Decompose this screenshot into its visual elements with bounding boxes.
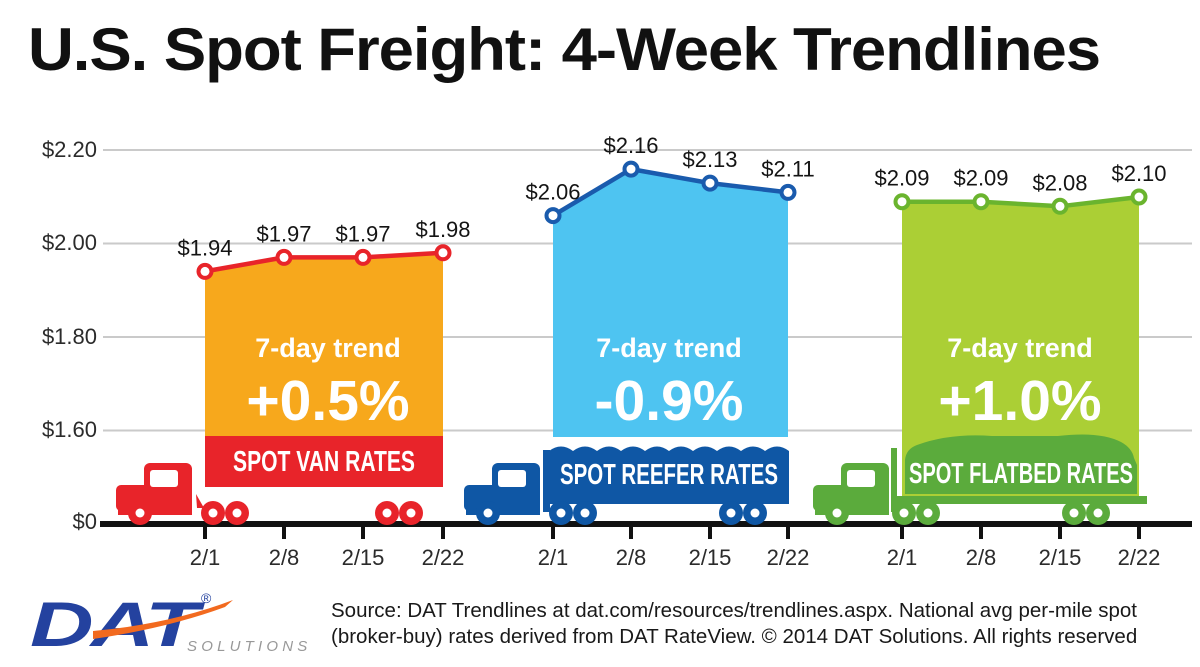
value-label: $2.10 [1111,161,1166,186]
reefer-trendline [551,166,789,218]
data-point-marker [275,248,293,266]
reefer-truck-icon [464,450,767,525]
flatbed-trend-value: +1.0% [938,369,1101,433]
value-label: $2.08 [1032,170,1087,195]
data-point-marker [1051,197,1069,215]
van-banner-label: SPOT VAN RATES [233,446,415,478]
van-mudflap [196,494,204,508]
value-label: $2.09 [874,166,929,191]
source-line-2: (broker-buy) rates derived from DAT Rate… [331,625,1137,648]
data-point-marker [354,248,372,266]
source-line-1: Source: DAT Trendlines at dat.com/resour… [331,599,1137,622]
flatbed-area [902,197,1139,496]
flatbed-exhaust [891,448,897,512]
y-tick-label: $2.00 [42,230,97,255]
x-tick-label: 2/8 [269,545,300,570]
value-label: $2.16 [603,133,658,158]
series-spot-van: SPOT VAN RATES 7-day trend +0.5% $1.94 $… [177,217,471,487]
van-trendline [204,250,444,274]
value-label: $1.97 [335,221,390,246]
reefer-exhaust [543,450,550,512]
data-point-marker [434,244,452,262]
series-spot-flatbed: SPOT FLATBED RATES 7-day trend +1.0% $2.… [874,161,1167,496]
x-axis-ticks [203,524,1141,539]
flatbed-trendline [902,194,1140,209]
van-banner [205,436,443,487]
logo-swoosh-icon [93,600,233,639]
x-tick-label: 2/22 [1118,545,1161,570]
data-point-marker [779,183,797,201]
data-point-marker [972,193,990,211]
y-axis-labels: $2.20 $2.00 $1.80 $1.60 $0 [42,137,97,534]
value-label: $2.09 [953,166,1008,191]
x-axis: 2/1 2/8 2/15 2/22 2/1 2/8 2/15 2/22 2/1 … [100,521,1192,570]
x-tick-label: 2/15 [1039,545,1082,570]
reefer-area [553,169,788,437]
page-title: U.S. Spot Freight: 4-Week Trendlines [28,16,1100,83]
value-label: $2.11 [761,156,814,181]
series-spot-reefer: SPOT REEFER RATES 7-day trend -0.9% $2.0… [525,133,815,504]
x-tick-label: 2/22 [767,545,810,570]
flatbed-deck [893,496,1147,504]
data-point-marker [701,174,719,192]
flatbed-trend-label: 7-day trend [947,333,1093,363]
y-tick-label: $2.20 [42,137,97,162]
van-trend-value: +0.5% [246,369,409,433]
data-point-marker [1130,188,1148,206]
reefer-trend-label: 7-day trend [596,333,742,363]
x-tick-label: 2/15 [689,545,732,570]
y-tick-label: $1.60 [42,417,97,442]
dat-logo: DAT ® SOLUTIONS [30,590,311,660]
data-point-marker [544,207,562,225]
x-tick-label: 2/8 [616,545,647,570]
flatbed-banner-label: SPOT FLATBED RATES [909,458,1133,490]
data-point-marker [893,193,911,211]
x-tick-label: 2/8 [966,545,997,570]
x-tick-label: 2/22 [422,545,465,570]
flatbed-tarp-banner [905,434,1137,494]
flatbed-truck-icon [813,448,1147,525]
reefer-banner-label: SPOT REEFER RATES [560,459,778,491]
dat-logo-text: DAT [30,590,205,660]
x-axis-labels: 2/1 2/8 2/15 2/22 2/1 2/8 2/15 2/22 2/1 … [190,545,1161,570]
data-point-marker [622,160,640,178]
registered-mark: ® [201,590,212,606]
value-label: $2.06 [525,180,580,205]
value-label: $2.13 [682,147,737,172]
x-tick-label: 2/1 [190,545,221,570]
dat-logo-subtext: SOLUTIONS [187,638,311,655]
y-tick-label: $1.80 [42,324,97,349]
value-label: $1.94 [177,235,232,260]
reefer-banner [549,446,789,504]
source-attribution: Source: DAT Trendlines at dat.com/resour… [331,599,1137,648]
van-trend-label: 7-day trend [255,333,401,363]
x-tick-label: 2/15 [342,545,385,570]
data-point-marker [196,262,214,280]
x-tick-label: 2/1 [538,545,569,570]
value-label: $1.98 [415,217,470,242]
van-truck-icon [116,463,423,525]
reefer-trend-value: -0.9% [595,369,744,433]
x-tick-label: 2/1 [887,545,918,570]
value-label: $1.97 [256,221,311,246]
van-area [205,252,443,487]
y-tick-label: $0 [73,509,97,534]
